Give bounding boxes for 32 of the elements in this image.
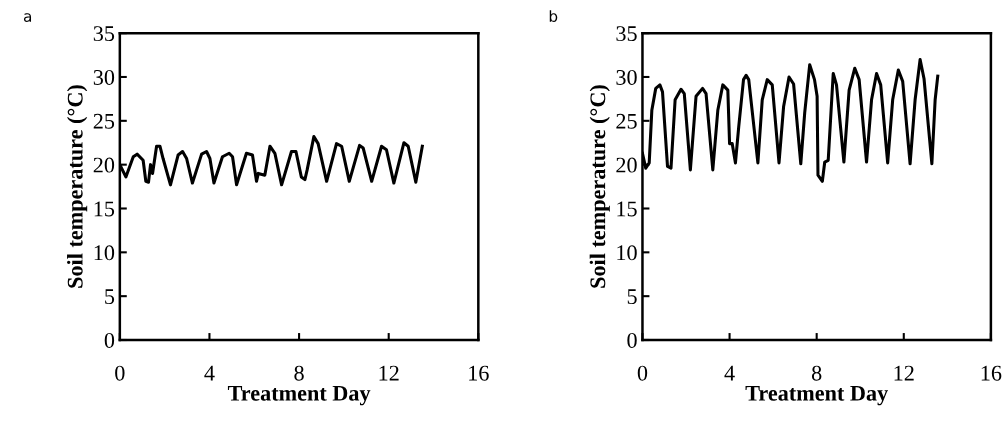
x-tick-label: 0	[115, 365, 125, 381]
x-tick-label: 16	[981, 365, 1002, 381]
x-axis-title: Treatment Day	[227, 385, 371, 406]
y-axis-title: Soil temperature (°C)	[589, 85, 610, 288]
x-tick-label: 12	[894, 365, 914, 381]
x-tick-label: 4	[204, 365, 215, 381]
x-tick-label: 4	[724, 365, 735, 381]
x-axis-title: Treatment Day	[745, 385, 888, 406]
y-tick-label: 20	[93, 157, 115, 173]
x-tick-label: 8	[811, 365, 822, 381]
y-tick-label: 0	[104, 332, 115, 348]
y-tick-label: 35	[93, 26, 115, 42]
x-tick-label: 8	[294, 365, 304, 381]
y-tick-label: 10	[94, 245, 115, 261]
chart-title: b	[549, 10, 558, 22]
chart-title: a	[23, 13, 32, 22]
y-tick-label: 30	[93, 69, 115, 85]
y-tick-label: 5	[105, 289, 115, 305]
y-tick-label: 15	[94, 201, 115, 217]
y-tick-label: 5	[627, 289, 637, 305]
x-tick-label: 12	[379, 365, 399, 381]
y-tick-label: 35	[616, 26, 637, 42]
y-tick-label: 10	[617, 245, 637, 261]
x-tick-label: 0	[637, 365, 648, 381]
y-tick-label: 25	[93, 113, 115, 129]
y-tick-label: 15	[617, 201, 637, 217]
y-tick-label: 25	[616, 113, 637, 129]
x-tick-label: 16	[469, 365, 489, 381]
y-axis-title: Soil temperature (°C)	[67, 85, 88, 288]
y-tick-label: 20	[616, 157, 637, 173]
y-tick-label: 0	[627, 332, 637, 348]
y-tick-label: 30	[616, 69, 637, 85]
